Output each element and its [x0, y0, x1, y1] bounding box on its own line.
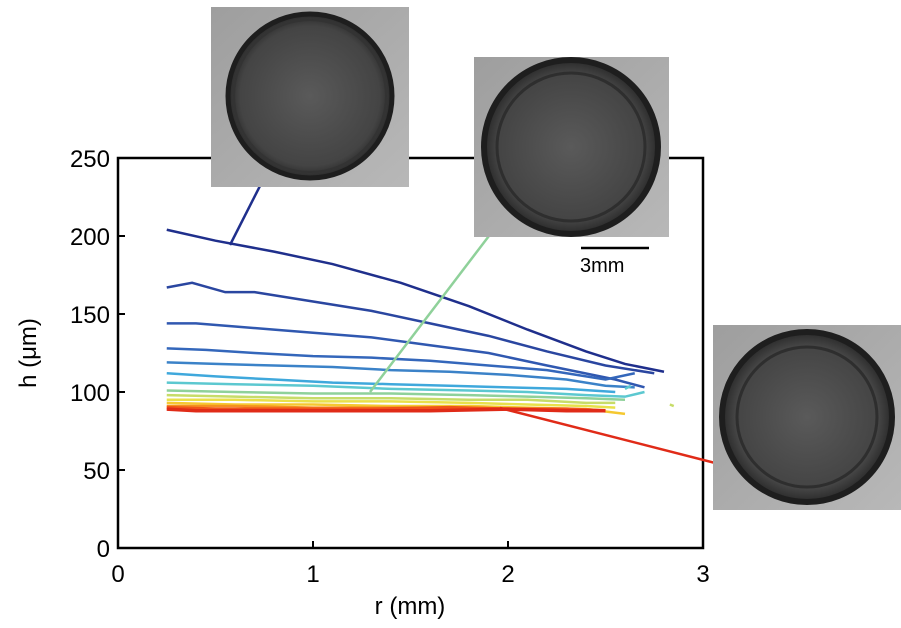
series-line-5 — [166, 361, 635, 389]
series-line-6 — [166, 372, 616, 394]
series-line-4 — [166, 347, 636, 381]
x-axis-label: r (mm) — [375, 593, 446, 620]
series-layer — [166, 228, 675, 416]
y-tick-label: 0 — [97, 536, 110, 563]
connector-line-top — [228, 179, 265, 246]
y-axis-label: h (μm) — [15, 318, 42, 388]
x-tick-label: 3 — [696, 561, 709, 588]
inset-drop-image-late — [713, 325, 901, 510]
series-line-3 — [166, 322, 645, 389]
scale-bar-label: 3mm — [580, 255, 624, 277]
y-tick-label: 100 — [70, 380, 110, 407]
stray-segment-2 — [624, 384, 632, 390]
x-tick-label: 0 — [111, 561, 124, 588]
ticks-layer: 0 1 2 3 0 50 100 150 200 250 — [70, 146, 710, 588]
y-tick-label: 50 — [83, 458, 110, 485]
connector-line-right — [499, 406, 724, 467]
series-line-14 — [166, 407, 606, 413]
series-line-8 — [166, 389, 626, 402]
axes — [116, 156, 705, 550]
y-tick-label: 150 — [70, 302, 110, 329]
inset-drop-image-early — [211, 7, 409, 187]
series-line-7 — [166, 381, 645, 398]
x-tick-label: 2 — [501, 561, 514, 588]
connector-line-middle — [369, 227, 496, 393]
y-tick-label: 250 — [70, 146, 110, 173]
stray-segment-1 — [669, 403, 675, 408]
series-line-2 — [166, 281, 655, 375]
y-tick-label: 200 — [70, 224, 110, 251]
plot-frame — [116, 156, 705, 550]
x-tick-label: 1 — [306, 561, 319, 588]
inset-drop-image-middle: 3mm — [474, 57, 669, 277]
series-line-1 — [166, 228, 665, 373]
series-line-9 — [166, 393, 616, 405]
series-line-10 — [166, 398, 616, 409]
